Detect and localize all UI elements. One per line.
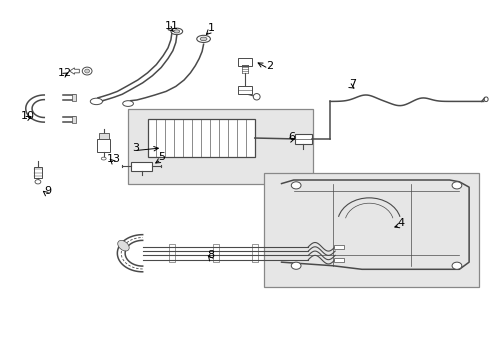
Bar (131, 162, 152, 171)
Bar (238, 86, 252, 94)
Text: 7: 7 (348, 78, 356, 89)
Bar (265, 173, 479, 287)
Text: 1: 1 (207, 23, 215, 33)
Text: 12: 12 (58, 68, 72, 78)
Bar (294, 134, 312, 144)
Ellipse shape (253, 94, 260, 100)
Ellipse shape (122, 101, 133, 107)
Circle shape (291, 182, 301, 189)
FancyArrow shape (70, 68, 79, 74)
FancyBboxPatch shape (238, 58, 252, 66)
Ellipse shape (85, 69, 90, 73)
Text: 10: 10 (21, 111, 35, 121)
Ellipse shape (200, 37, 207, 41)
Bar (213, 244, 219, 262)
Ellipse shape (484, 97, 488, 102)
Ellipse shape (82, 67, 92, 75)
Bar (334, 245, 344, 249)
Text: 3: 3 (132, 143, 139, 153)
Text: 2: 2 (266, 61, 273, 71)
Text: 6: 6 (288, 132, 295, 142)
Ellipse shape (101, 157, 106, 160)
Bar (99, 133, 109, 139)
Bar (98, 139, 110, 153)
Bar (128, 109, 313, 184)
Text: 9: 9 (44, 186, 51, 196)
Bar (147, 119, 255, 157)
Text: 5: 5 (159, 152, 166, 162)
Bar (72, 94, 76, 101)
Ellipse shape (90, 98, 102, 105)
Bar (252, 244, 258, 262)
Circle shape (452, 262, 462, 269)
Text: 8: 8 (207, 250, 215, 260)
Text: 13: 13 (106, 154, 121, 163)
Ellipse shape (35, 180, 41, 184)
Text: 4: 4 (397, 218, 404, 228)
Ellipse shape (118, 240, 129, 251)
Bar (72, 116, 76, 123)
Bar (334, 257, 344, 262)
Circle shape (452, 182, 462, 189)
Circle shape (291, 262, 301, 269)
Bar (33, 167, 42, 178)
Ellipse shape (171, 28, 183, 35)
Ellipse shape (174, 30, 180, 33)
Bar (169, 244, 175, 262)
Text: 11: 11 (165, 21, 179, 31)
Ellipse shape (197, 35, 210, 42)
